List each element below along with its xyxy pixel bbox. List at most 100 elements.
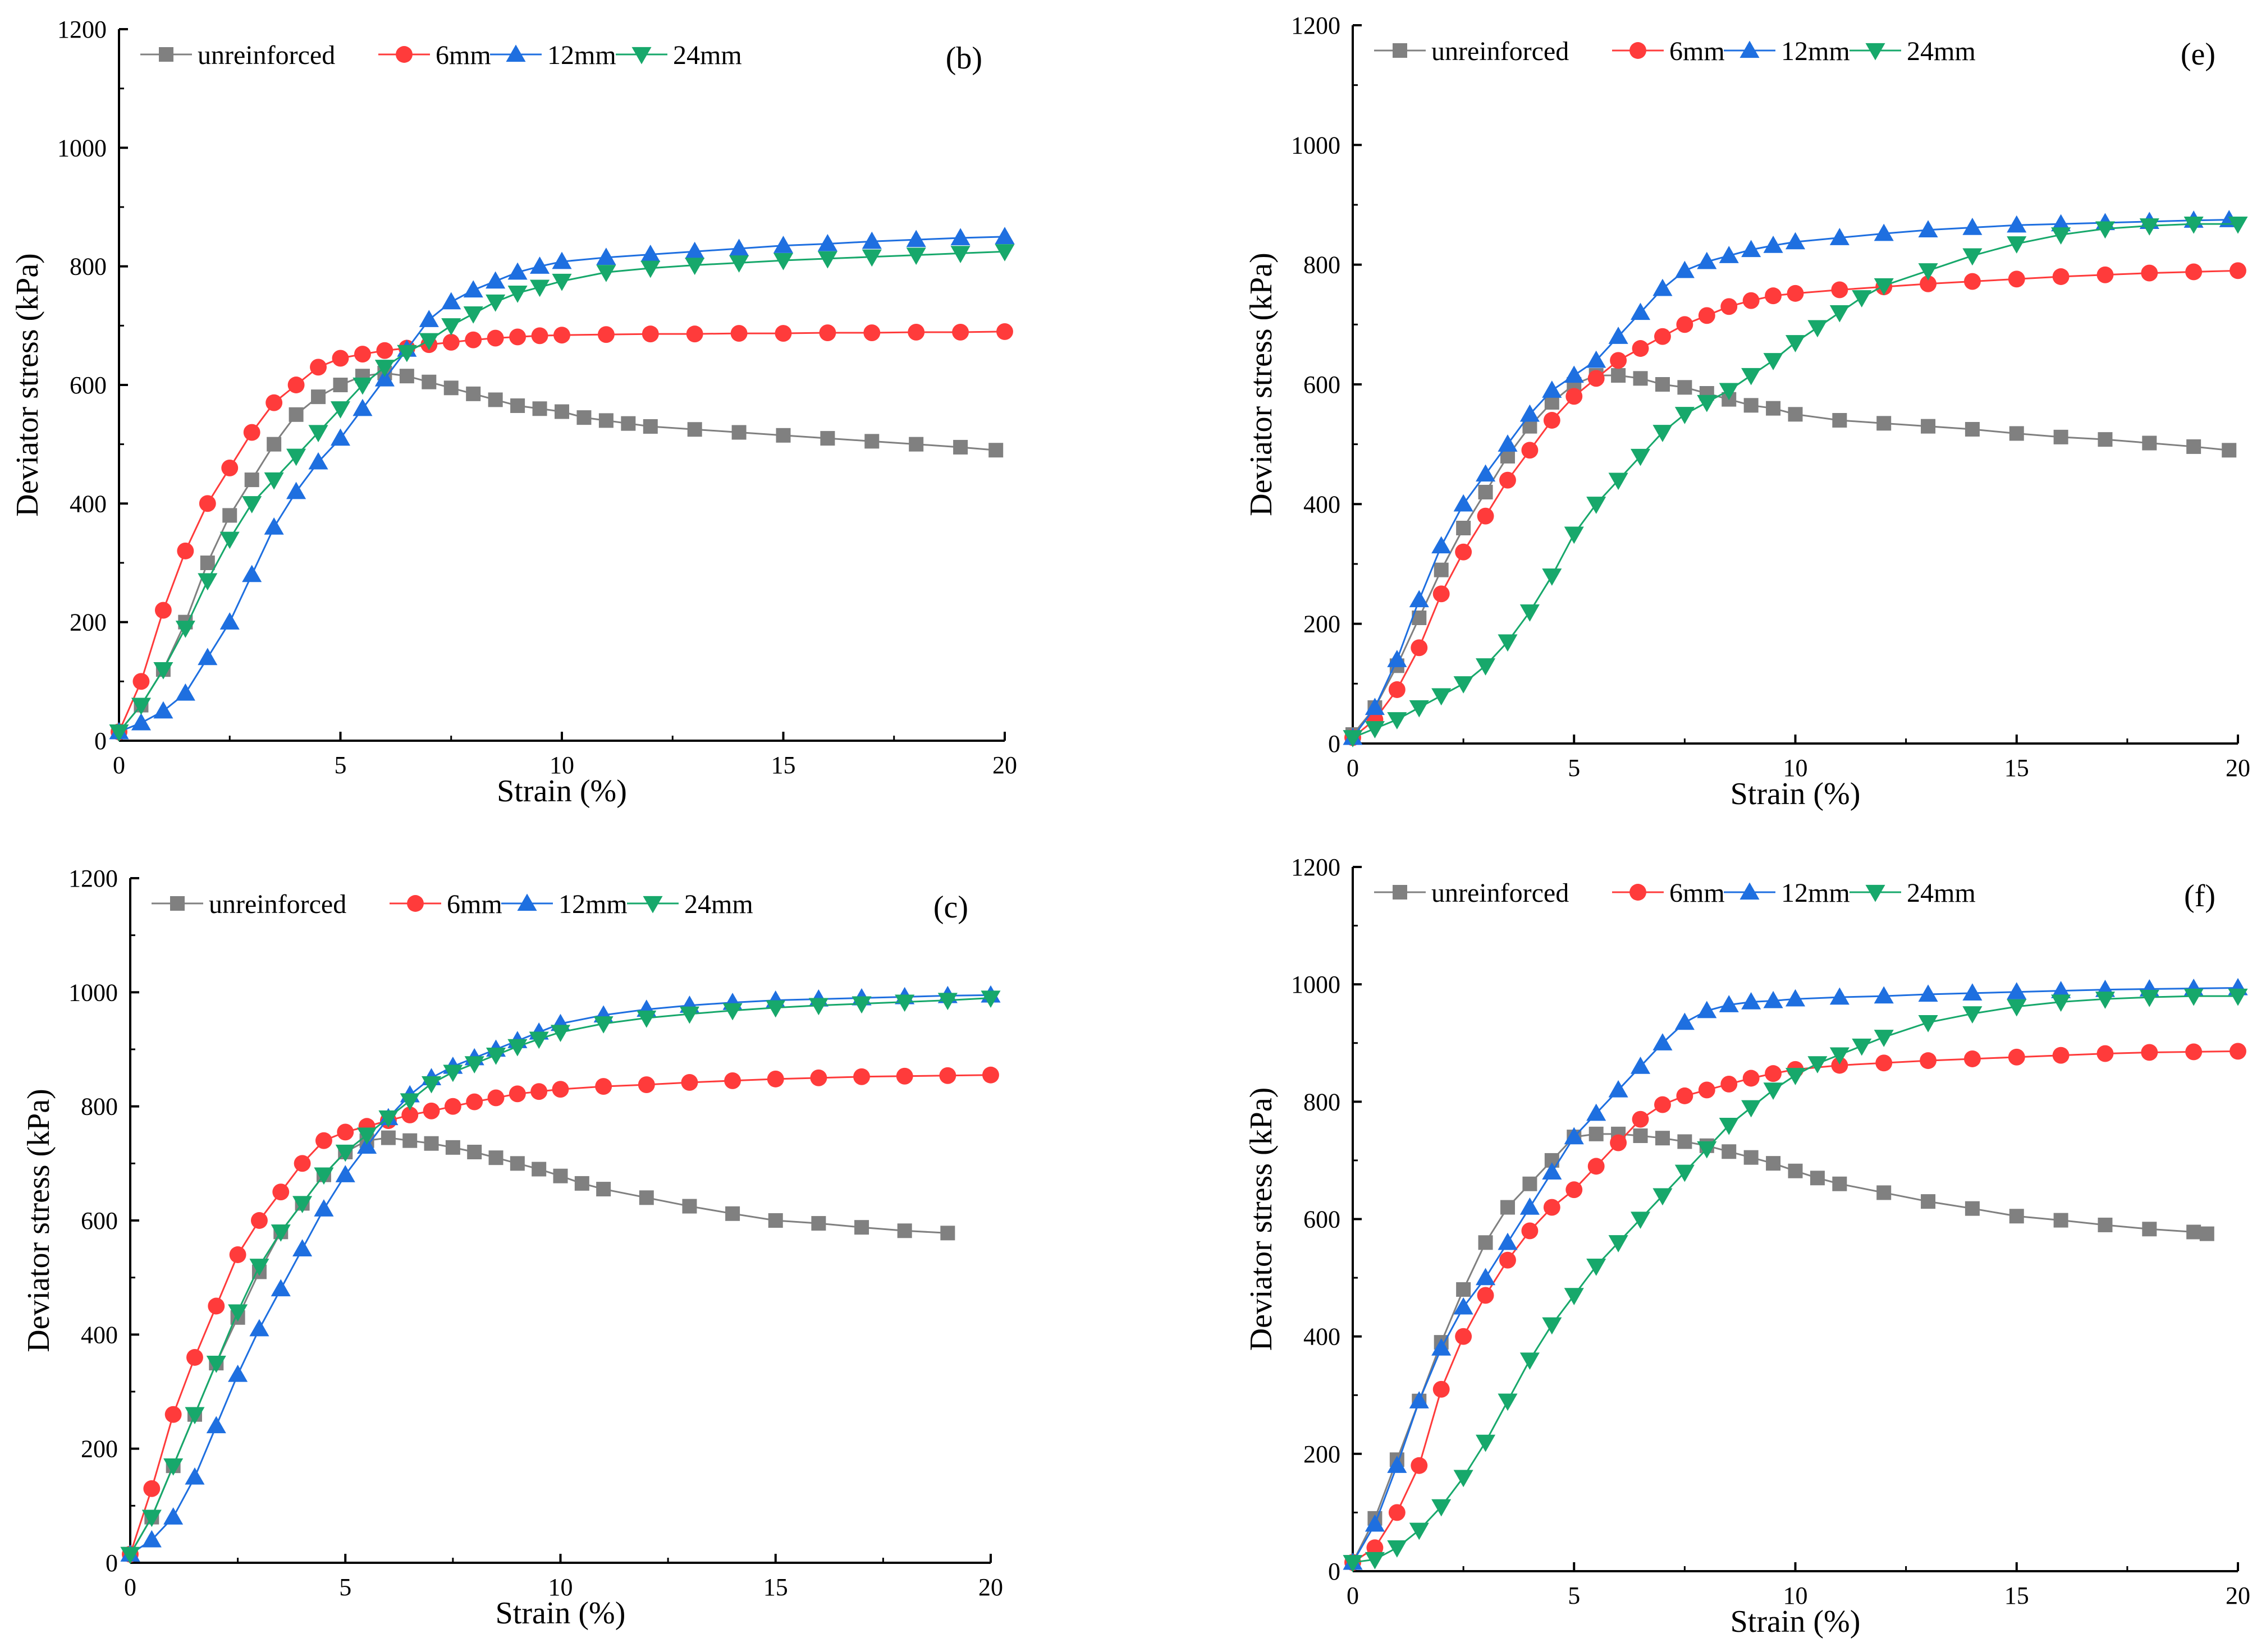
data-point-12mm xyxy=(353,398,373,416)
data-point-6mm xyxy=(376,342,393,359)
data-point-24mm xyxy=(507,1039,528,1057)
data-point-24mm xyxy=(1807,1056,1828,1073)
data-point-6mm xyxy=(272,1183,290,1201)
data-point-24mm xyxy=(1564,1288,1584,1306)
data-point-6mm xyxy=(487,329,504,347)
data-point-24mm xyxy=(271,1224,291,1242)
series-24mm xyxy=(1343,216,2248,747)
data-point-24mm xyxy=(1829,1047,1850,1065)
x-tick-label: 15 xyxy=(771,751,796,779)
data-point-6mm xyxy=(2052,1047,2070,1064)
legend-marker-unreinforced xyxy=(1393,43,1407,58)
data-point-12mm xyxy=(206,1416,226,1434)
data-point-12mm xyxy=(906,230,926,247)
data-point-12mm xyxy=(530,256,550,274)
data-point-unreinforced xyxy=(1522,1176,1537,1191)
data-point-12mm xyxy=(1785,232,1806,250)
data-point-24mm xyxy=(552,273,572,291)
data-point-unreinforced xyxy=(1655,1131,1670,1146)
data-point-24mm xyxy=(2051,994,2071,1012)
data-point-6mm xyxy=(1765,287,1782,305)
data-point-unreinforced xyxy=(768,1213,783,1228)
data-point-unreinforced xyxy=(574,1176,589,1191)
data-point-unreinforced xyxy=(1832,413,1847,428)
y-tick-label: 400 xyxy=(70,490,107,517)
data-point-unreinforced xyxy=(2222,443,2237,458)
data-point-unreinforced xyxy=(1611,368,1626,383)
y-axis-title: Deviator stress (kPa) xyxy=(10,253,45,517)
data-point-12mm xyxy=(1431,1338,1452,1356)
data-point-24mm xyxy=(242,496,262,513)
data-point-24mm xyxy=(1409,700,1429,718)
data-point-12mm xyxy=(1785,989,1806,1007)
legend-marker-unreinforced xyxy=(1393,885,1407,900)
data-point-unreinforced xyxy=(776,428,791,443)
data-point-6mm xyxy=(2096,266,2114,283)
series-line-24mm xyxy=(118,250,1005,733)
data-point-24mm xyxy=(1476,658,1496,676)
data-point-unreinforced xyxy=(555,404,569,419)
legend-label-12mm: 12mm xyxy=(547,40,616,70)
data-point-6mm xyxy=(265,394,283,411)
data-point-12mm xyxy=(286,481,306,499)
data-point-unreinforced xyxy=(402,1133,418,1148)
data-point-12mm xyxy=(314,1199,334,1217)
data-point-24mm xyxy=(314,1167,334,1185)
data-point-24mm xyxy=(640,260,661,278)
data-point-6mm xyxy=(310,359,327,376)
y-axis-title: Deviator stress (kPa) xyxy=(1244,253,1279,516)
series-unreinforced xyxy=(123,1130,955,1562)
panel-label: (e) xyxy=(2181,37,2215,72)
data-point-6mm xyxy=(221,459,239,476)
data-point-6mm xyxy=(1565,1181,1583,1199)
data-point-unreinforced xyxy=(2098,432,2113,447)
data-point-unreinforced xyxy=(1589,1126,1604,1141)
data-point-6mm xyxy=(896,1067,913,1085)
data-point-6mm xyxy=(332,350,349,367)
data-point-unreinforced xyxy=(639,1190,654,1205)
data-point-unreinforced xyxy=(1766,1156,1781,1171)
data-point-6mm xyxy=(597,326,615,343)
data-point-6mm xyxy=(354,346,371,363)
data-point-unreinforced xyxy=(553,1168,568,1183)
data-point-6mm xyxy=(1388,1504,1406,1521)
data-point-12mm xyxy=(1564,1127,1584,1145)
data-point-12mm xyxy=(1387,1456,1407,1473)
data-point-6mm xyxy=(229,1246,246,1263)
data-point-6mm xyxy=(1720,1076,1738,1093)
data-point-6mm xyxy=(1543,1199,1560,1216)
data-point-6mm xyxy=(1720,298,1738,315)
data-point-6mm xyxy=(686,325,703,343)
data-point-6mm xyxy=(1632,1110,1649,1128)
data-point-12mm xyxy=(1542,1162,1562,1180)
data-point-12mm xyxy=(1630,1057,1651,1074)
data-point-12mm xyxy=(1630,302,1651,320)
data-point-24mm xyxy=(529,1031,549,1049)
data-point-6mm xyxy=(1455,1328,1472,1345)
panel-label: (b) xyxy=(946,41,982,76)
data-point-unreinforced xyxy=(682,1199,697,1214)
data-point-12mm xyxy=(1586,1103,1606,1121)
data-point-12mm xyxy=(1365,1514,1385,1532)
data-point-24mm xyxy=(906,247,926,265)
data-point-24mm xyxy=(1542,1317,1562,1335)
data-point-24mm xyxy=(1763,1082,1783,1100)
x-tick-label: 20 xyxy=(978,1573,1003,1601)
data-point-24mm xyxy=(141,1509,162,1527)
data-point-24mm xyxy=(1387,1540,1407,1558)
y-tick-label: 800 xyxy=(1303,251,1340,279)
data-point-24mm xyxy=(1962,1006,1983,1024)
data-point-24mm xyxy=(2095,221,2115,239)
data-point-12mm xyxy=(1476,464,1496,482)
data-point-unreinforced xyxy=(820,431,835,446)
x-tick-label: 10 xyxy=(550,751,574,779)
data-point-unreinforced xyxy=(2053,429,2068,444)
data-point-6mm xyxy=(1499,1251,1516,1269)
data-point-unreinforced xyxy=(510,1156,525,1171)
data-point-12mm xyxy=(2051,981,2071,998)
series-24mm xyxy=(109,244,1015,742)
data-point-12mm xyxy=(1741,240,1761,258)
data-point-24mm xyxy=(1918,1015,1938,1032)
y-tick-label: 1000 xyxy=(1291,971,1340,998)
data-point-24mm xyxy=(2007,236,2027,254)
